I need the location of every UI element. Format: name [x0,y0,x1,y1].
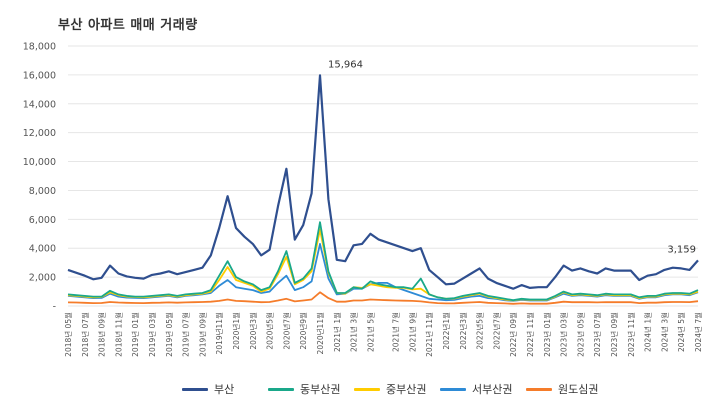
x-tick-label: 2019년 09월 [197,312,207,357]
x-tick-label: 2022년 11월 [525,312,535,357]
x-tick-label: 2018년 09월 [97,312,107,357]
series-line-부산 [67,74,699,290]
x-tick-label: 2018년 11월 [113,312,123,357]
x-tick-label: 2021년 3월 [349,312,359,352]
x-tick-label: 2024년 3월 [659,312,669,352]
series-lines [67,74,699,305]
x-tick-label: 2021년 5월 [365,312,375,352]
y-tick-label: 6,000 [29,215,56,226]
x-tick-label: 2021년 9월 [407,312,417,352]
x-tick-label: 2023년 01월 [542,312,552,357]
legend-label: 서부산권 [472,383,513,396]
x-tick-label: 2020년5월 [265,312,275,350]
legend-swatch [526,387,552,391]
data-label: 15,964 [328,59,363,70]
series-line-원도심권 [67,291,699,305]
x-tick-label: 2020년9월 [298,312,308,350]
legend-item: 원도심권 [526,381,598,397]
x-tick-label: 2020년7월 [281,312,291,350]
x-tick-label: 2022년3월 [458,312,468,350]
x-tick-label: 2022년1월 [441,312,451,350]
legend-item: 서부산권 [440,381,512,397]
y-tick-label: 12,000 [23,128,56,139]
x-tick-label: 2023년 05월 [575,312,585,357]
x-tick-label: 2021년 7월 [391,312,401,352]
y-tick-label: 14,000 [23,99,56,110]
x-tick-label: 2024년 7월 [693,312,703,352]
data-label: 3,159 [667,244,696,255]
y-tick-label: - [53,302,56,313]
legend-item: 동부산권 [268,381,340,397]
annotations: 15,964 3,159 [328,59,696,255]
gridlines [68,45,698,307]
y-axis-labels: - 2,000 4,000 6,000 8,000 10,000 12,000 14,000 1… [23,42,56,313]
legend-swatch [354,387,380,391]
x-tick-label: 2024년 5월 [676,312,686,352]
x-tick-label: 2021년 1월 [332,312,342,352]
legend-label: 중부산권 [386,383,427,396]
x-tick-label: 2023년 11월 [626,312,636,357]
x-tick-label: 2023년 09월 [609,312,619,357]
y-tick-label: 10,000 [23,157,56,168]
legend-item: 중부산권 [354,381,426,397]
y-tick-label: 4,000 [29,244,56,255]
legend-label: 부산 [214,383,235,396]
legend-label: 원도심권 [558,383,599,396]
x-tick-label: 2019년 01월 [130,312,140,357]
x-tick-label: 2023년 07월 [592,312,602,357]
legend-swatch [268,387,294,391]
x-tick-label: 2024년 1월 [643,312,653,352]
x-tick-label: 2019년11월 [214,312,224,355]
y-tick-label: 16,000 [23,70,56,81]
x-tick-label: 2021년 11월 [424,312,434,357]
y-tick-label: 8,000 [29,186,56,197]
x-tick-label: 2018년 07월 [80,312,90,357]
legend-swatch [182,387,208,391]
legend-swatch [440,387,466,391]
legend: 부산 동부산권 중부산권 서부산권 원도심권 [0,381,710,399]
legend-label: 동부산권 [300,383,341,396]
x-tick-label: 2020년11월 [315,312,325,355]
legend-item: 부산 [182,381,234,397]
x-tick-label: 2018년 05월 [63,312,73,357]
y-tick-label: 18,000 [23,42,56,53]
x-tick-label: 2022년 09월 [508,312,518,357]
x-tick-label: 2019년 05월 [164,312,174,357]
chart-title: 부산 아파트 매매 거래량 [58,18,198,33]
x-tick-label: 2019년 03월 [147,312,157,357]
x-tick-label: 2020년1월 [231,312,241,350]
x-tick-label: 2022년5월 [475,312,485,350]
series-line-동부산권 [67,221,699,302]
y-tick-label: 2,000 [29,273,56,284]
x-axis-labels: 2018년 05월 2018년 07월 2018년 09월 2018년 11월 2019… [63,312,703,357]
x-tick-label: 2019년 07월 [181,312,191,357]
x-tick-label: 2020년3월 [248,312,258,350]
x-tick-label: 2022년7월 [491,312,501,350]
x-tick-label: 2023년 03월 [559,312,569,357]
